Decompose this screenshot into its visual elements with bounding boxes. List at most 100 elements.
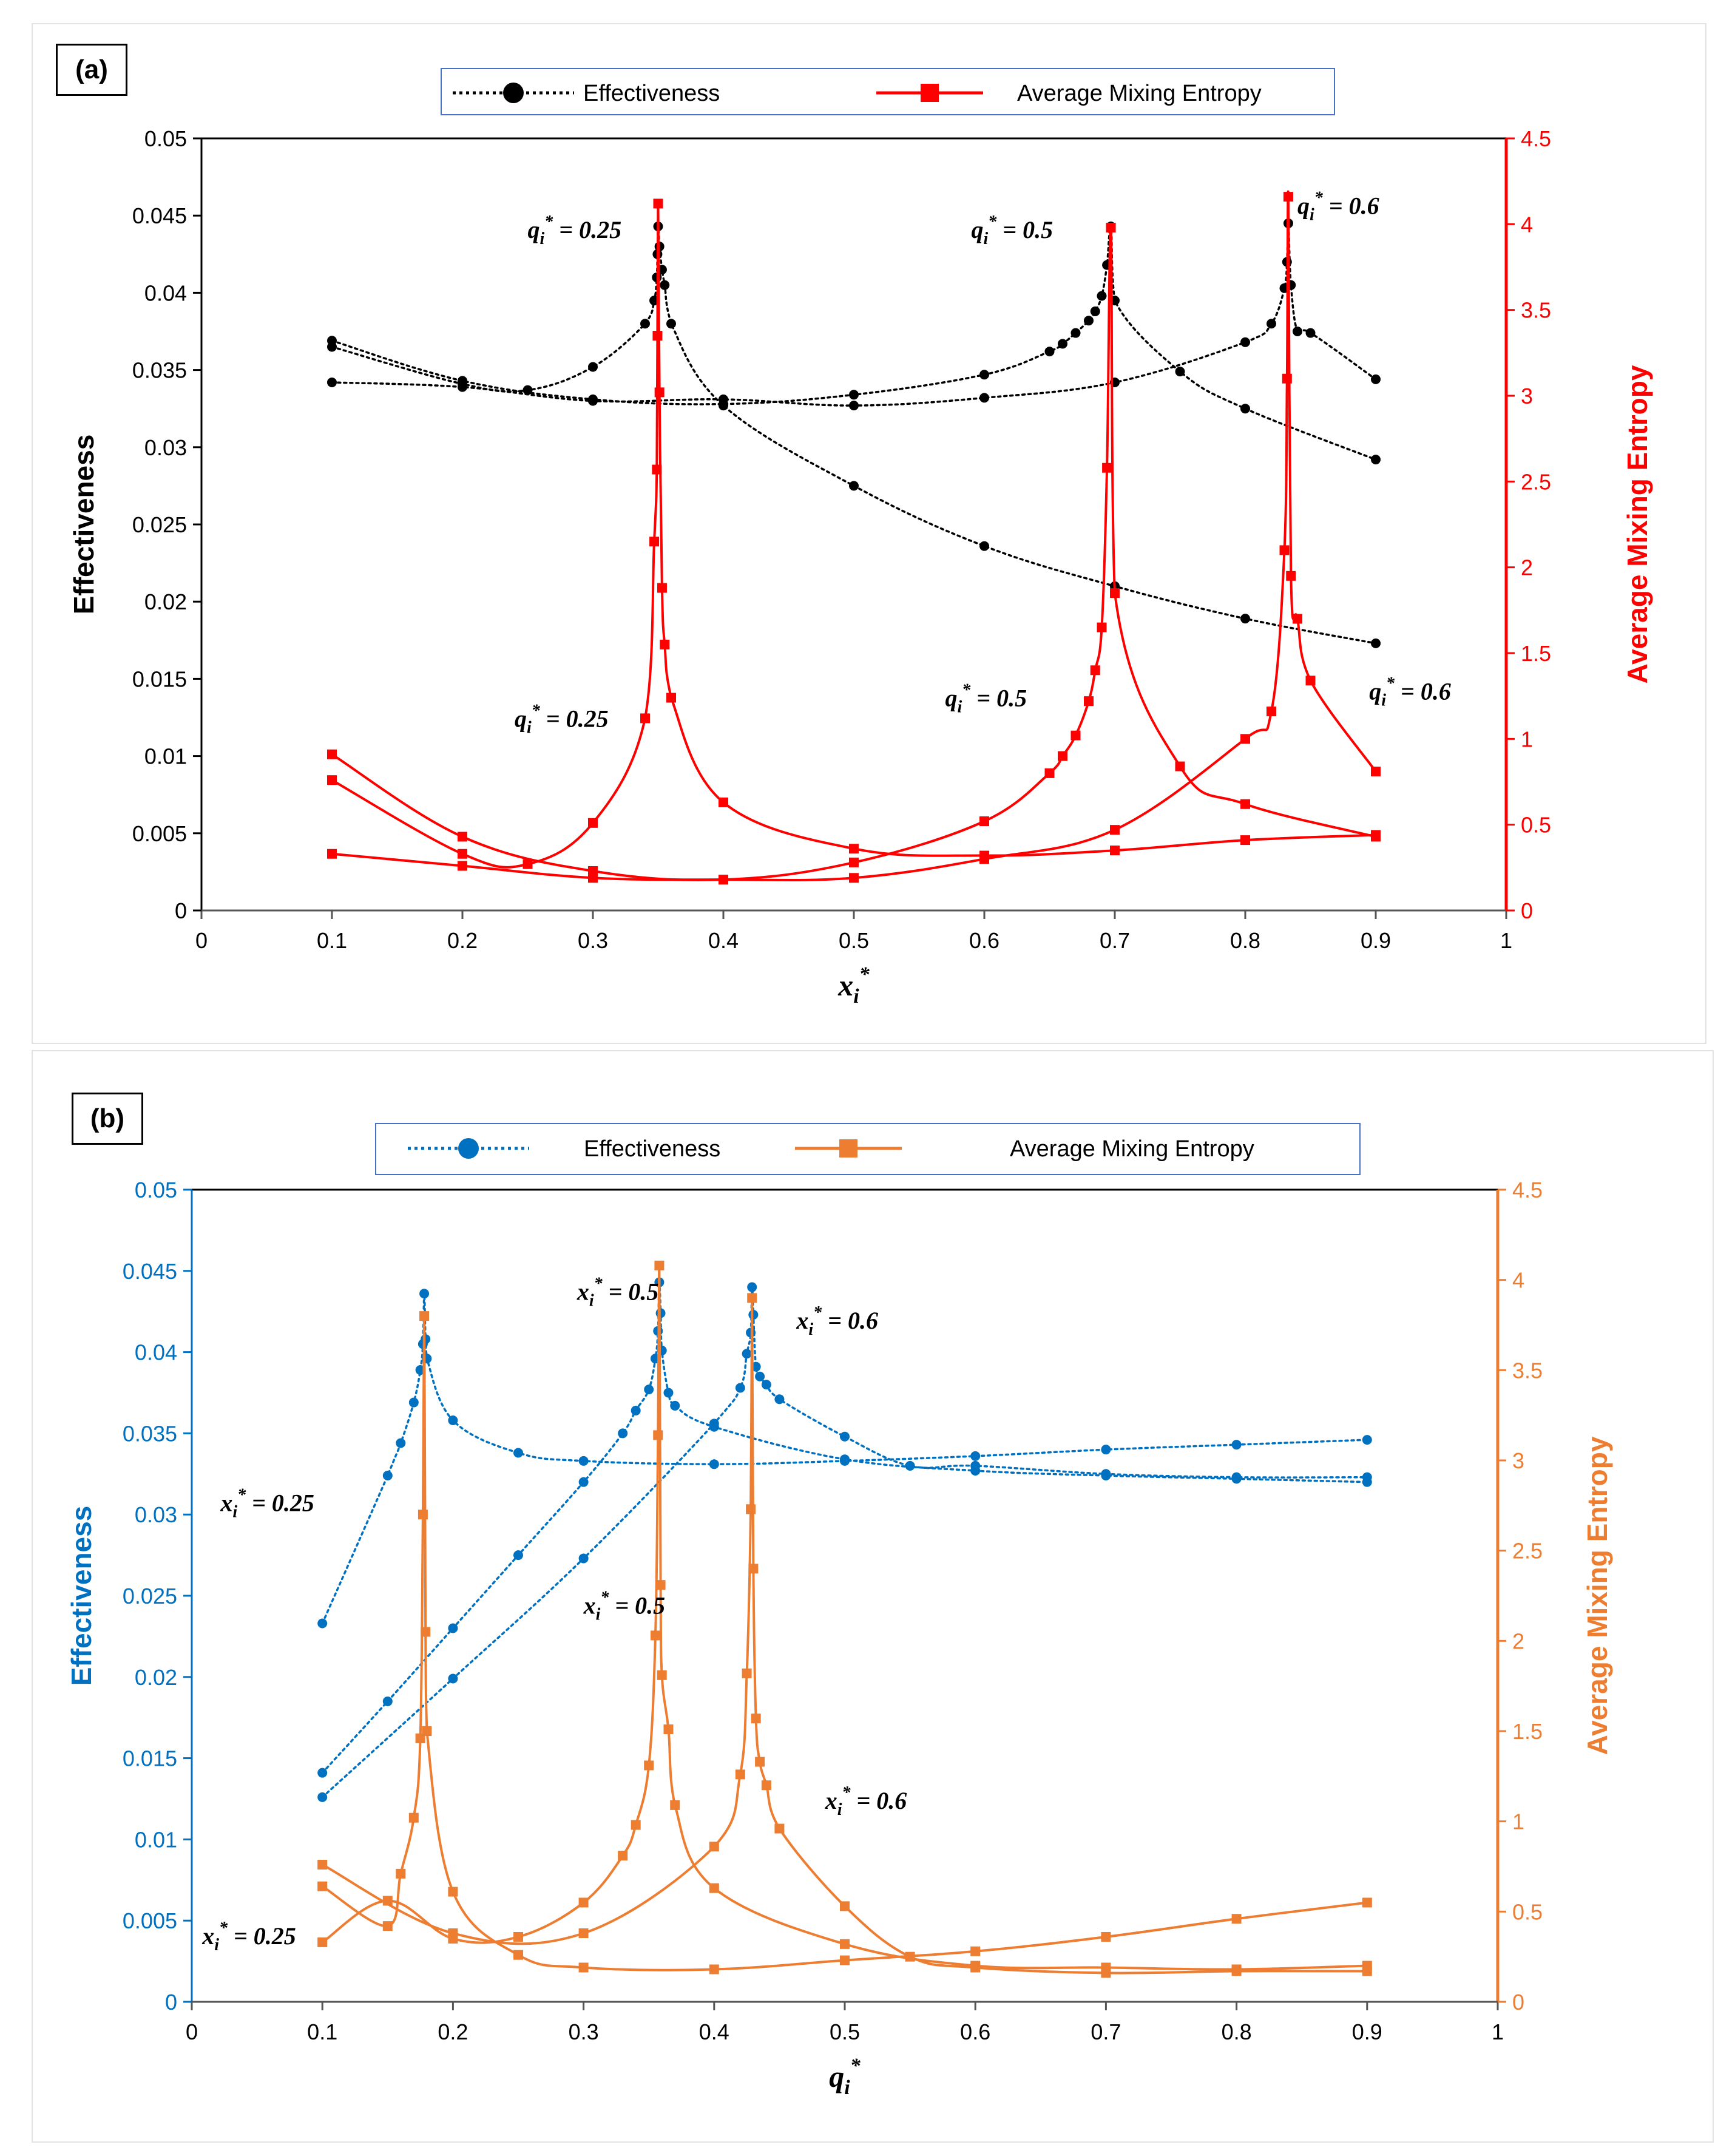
effectiveness-point [1231, 1440, 1242, 1450]
entropy-point [649, 537, 660, 547]
x-axis-title-sub: i [853, 985, 859, 1008]
series-annotation: xi* = 0.25 [201, 1919, 296, 1954]
effectiveness-point [840, 1431, 850, 1442]
effectiveness-point [644, 1385, 654, 1395]
effectiveness-line [331, 222, 1377, 407]
effectiveness-point [1362, 1435, 1372, 1445]
y-tick-label: 0 [165, 1990, 177, 2015]
panel-label-a: (a) [56, 44, 127, 96]
x-tick-label: 0.6 [960, 2019, 990, 2044]
effectiveness-point [458, 382, 467, 392]
annotation-symbol: q [1297, 192, 1310, 219]
annotation-sup: * [600, 1588, 609, 1607]
series-annotation: xi* = 0.5 [583, 1588, 666, 1624]
entropy-point [317, 1860, 328, 1870]
entropy-point [408, 1812, 419, 1823]
entropy-point [748, 1564, 759, 1574]
entropy-point [840, 1955, 850, 1965]
entropy-point [666, 693, 676, 703]
effectiveness-point [979, 370, 989, 380]
x-tick-label: 0.9 [1361, 928, 1391, 953]
series-annotation: xi* = 0.5 [577, 1274, 659, 1310]
effectiveness-point [448, 1415, 458, 1425]
entropy-point [419, 1311, 430, 1321]
y-tick-label: 0.005 [132, 821, 187, 846]
entropy-point [448, 1886, 458, 1897]
effectiveness-point [849, 481, 859, 491]
effectiveness-point [748, 1310, 759, 1320]
effectiveness-point [327, 377, 337, 387]
annotation-sup: * [1386, 674, 1395, 693]
entropy-point [1286, 571, 1296, 581]
entropy-series-2 [317, 1260, 1372, 1975]
entropy-point [327, 775, 337, 785]
x-tick-label: 0.8 [1230, 928, 1260, 953]
effectiveness-point [1305, 328, 1316, 338]
y2-tick-label: 0 [1521, 898, 1533, 923]
annotation-sup: * [1314, 188, 1324, 207]
effectiveness-point [1058, 339, 1067, 349]
annotation-value: = 0.5 [996, 216, 1053, 243]
effectiveness-point [735, 1383, 745, 1393]
legend-effectiveness-marker [503, 83, 524, 103]
entropy-point [1101, 1968, 1111, 1978]
legend-entropy-label: Average Mixing Entropy [1017, 81, 1262, 106]
effectiveness-point [1240, 614, 1250, 624]
entropy-point [709, 1964, 719, 1975]
x-tick-label: 0.9 [1352, 2019, 1382, 2044]
series-annotation: qi* = 0.6 [1297, 188, 1379, 224]
entropy-point [588, 818, 598, 828]
annotation-sub: i [527, 719, 532, 737]
y-tick-label: 0.01 [135, 1827, 177, 1852]
entropy-point [654, 387, 665, 398]
effectiveness-point [747, 1282, 757, 1292]
annotation-symbol: x [796, 1307, 808, 1334]
effectiveness-point [327, 336, 337, 346]
entropy-point [1110, 588, 1120, 598]
x-axis-title-main: q [829, 2059, 844, 2093]
entropy-point [849, 873, 859, 883]
entropy-point [578, 1962, 589, 1973]
annotation-sup: * [237, 1485, 246, 1504]
effectiveness-point [1240, 337, 1250, 347]
x-tick-label: 0.3 [569, 2019, 599, 2044]
entropy-point [1110, 846, 1120, 856]
effectiveness-point [382, 1696, 393, 1706]
annotation-sup: * [988, 212, 997, 231]
effectiveness-line [331, 224, 1377, 461]
entropy-line [322, 1260, 1367, 1971]
entropy-point [317, 1937, 328, 1947]
entropy-point [979, 854, 989, 864]
annotation-value: = 0.6 [851, 1787, 907, 1814]
legend-effectiveness-label: Effectiveness [583, 81, 720, 106]
effectiveness-point [660, 280, 670, 290]
y-tick-label: 0.02 [144, 589, 187, 614]
legend-effectiveness-marker [458, 1138, 479, 1159]
annotation-value: = 0.6 [1323, 192, 1379, 219]
effectiveness-point [1267, 319, 1276, 329]
effectiveness-point [408, 1397, 419, 1408]
effectiveness-point [979, 541, 989, 551]
effectiveness-point [905, 1460, 915, 1471]
effectiveness-point [448, 1673, 458, 1684]
entropy-point [1267, 707, 1276, 717]
entropy-point [719, 797, 728, 807]
y-tick-label: 0.045 [123, 1259, 177, 1284]
entropy-point [578, 1897, 589, 1908]
effectiveness-point [1371, 374, 1381, 384]
annotation-symbol: x [220, 1489, 232, 1516]
entropy-point [719, 875, 728, 885]
series-annotation: qi* = 0.25 [515, 702, 609, 737]
annotation-value: = 0.5 [603, 1278, 659, 1305]
annotation-symbol: q [515, 705, 527, 733]
entropy-point [327, 749, 337, 759]
effectiveness-point [1084, 316, 1094, 326]
effectiveness-point [709, 1419, 719, 1429]
annotation-value: = 0.6 [1395, 677, 1451, 705]
entropy-point [1175, 761, 1185, 771]
x-tick-label: 0.4 [708, 928, 739, 953]
x-tick-label: 0.4 [699, 2019, 729, 2044]
effectiveness-series-2 [317, 1277, 1372, 1778]
y-tick-label: 0.015 [123, 1746, 177, 1771]
entropy-point [1279, 545, 1290, 555]
